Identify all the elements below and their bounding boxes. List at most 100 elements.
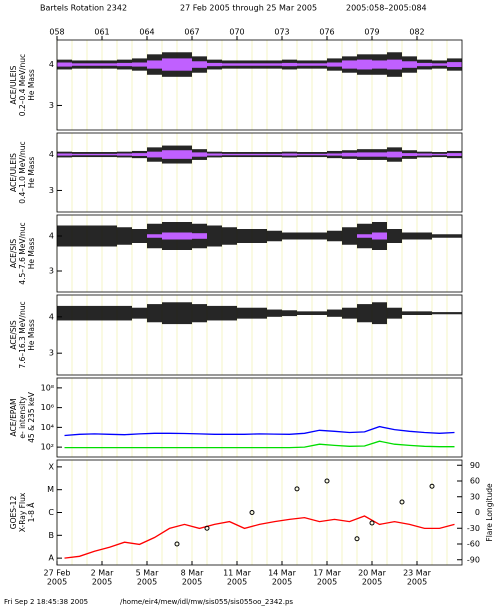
mass-core [222,153,237,156]
mass-band [297,232,312,240]
y-axis-label: ACE/ULEIS [9,65,18,104]
mass-band [237,229,252,243]
mass-core [387,151,402,158]
mass-core [252,63,267,66]
y-axis-label: He Mass [27,69,36,101]
mass-core [162,58,177,71]
mass-band [117,305,132,321]
top-tick-label: 082 [409,28,424,37]
top-tick-label: 076 [319,28,334,37]
y-axis-label: ACE/EPAM [9,399,18,437]
y-axis-label: He Mass [27,319,36,351]
mass-band [447,312,462,315]
mass-core [387,59,402,70]
mass-band [177,302,192,325]
panel-frame [56,132,463,213]
mass-band [357,304,372,323]
y-tick-label: 10⁴ [41,423,54,432]
top-tick-label: 061 [94,28,109,37]
mass-band [222,305,237,321]
top-tick-label: 067 [184,28,199,37]
mass-band [207,225,222,247]
mass-band [432,234,447,238]
y-axis-label: e- intensity [18,396,27,439]
y-tick-label: 3 [49,267,54,276]
top-tick-label: 058 [49,28,64,37]
y-tick-label: 4 [49,60,54,69]
y-tick-label: B [49,531,55,540]
mass-core [72,153,87,156]
panel-frame [56,214,463,293]
y-axis-label: ACE/SIS [9,239,18,268]
y2-tick-label: 90 [470,461,480,470]
x-tick-year: 2005 [407,578,427,587]
y-axis-label: 4.5–7.6 MeV/nuc [18,222,27,284]
mass-core [177,232,192,240]
flare-point [249,510,255,515]
x-tick-label: 27 Feb [44,569,71,578]
y-axis-label: 1-8 Å [27,502,36,523]
mass-core [132,62,147,67]
mass-band [192,304,207,323]
mass-band [327,309,342,317]
panel-frame [56,377,463,458]
y-axis-label: 0.4–1.0 MeV/nuc [18,141,27,203]
y2-tick-label: -90 [467,555,480,564]
mass-core [192,152,207,157]
flare-point [429,483,435,489]
mass-core [297,63,312,66]
mass-band [237,307,252,319]
y-tick-label: X [49,462,55,471]
mass-core [147,60,162,69]
mass-band [147,304,162,323]
panel-frame [56,294,463,376]
y-axis-label: X-Ray Flux [18,492,27,532]
mass-core [342,60,357,69]
mass-core [267,153,282,156]
flare-point [399,499,405,505]
mass-core [417,62,432,67]
x-tick-label: 23 Mar [403,569,432,578]
mass-core [87,153,102,156]
mass-band [267,230,282,242]
mass-band [417,232,432,240]
y-tick-label: 10² [41,443,54,452]
title-part: 27 Feb 2005 through 25 Mar 2005 [180,4,317,13]
top-tick-label: 079 [364,28,379,37]
mass-core [357,59,372,70]
series-line [64,425,455,437]
mass-core [132,153,147,156]
mass-core [237,63,252,66]
y-tick-label: 3 [49,349,54,358]
x-tick-label: 2 Mar [91,569,114,578]
mass-band [312,311,327,315]
mass-band [252,229,267,243]
mass-band [87,225,102,247]
mass-band [132,307,147,319]
mass-core [87,63,102,66]
mass-band [222,227,237,245]
mass-core [357,152,372,157]
x-tick-label: 14 Mar [268,569,297,578]
mass-band [402,232,417,240]
flare-point [324,478,330,484]
mass-core [282,153,297,156]
title-part: Bartels Rotation 2342 [40,4,127,13]
mass-core [102,153,117,156]
flare-point [204,525,210,531]
mass-core [327,62,342,67]
y-axis-label: GOES-12 [9,496,18,530]
top-tick-label: 073 [274,28,289,37]
mass-band [297,311,312,315]
mass-core [147,151,162,158]
mass-core [117,62,132,67]
mass-core [357,234,372,238]
y-axis-label: He Mass [27,157,36,189]
mass-band [432,312,447,315]
y-tick-label: 10⁶ [41,403,54,412]
mass-band [162,302,177,325]
mass-band [72,305,87,321]
y2-tick-label: -30 [467,524,480,533]
